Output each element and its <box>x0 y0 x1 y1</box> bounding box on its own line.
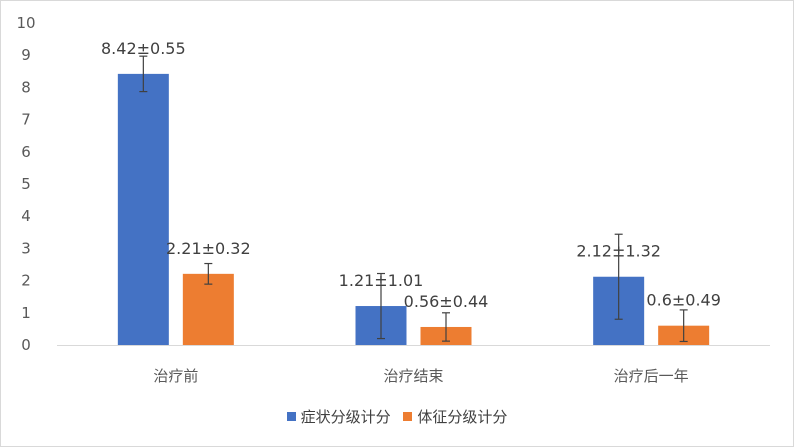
legend-label-series-2: 体征分级计分 <box>417 408 508 426</box>
data-label-s1-c2: 1.21±1.01 <box>339 271 424 290</box>
bar-s1-c1 <box>117 73 169 345</box>
legend-label-series-1: 症状分级计分 <box>300 408 391 426</box>
data-label-s2-c2: 0.56±0.44 <box>404 292 489 311</box>
legend-swatch-series-2 <box>403 412 413 421</box>
error-bars <box>139 55 688 343</box>
legend: 症状分级计分 体征分级计分 <box>0 406 794 427</box>
y-tick-label-7: 7 <box>21 111 31 129</box>
y-tick-label-4: 4 <box>21 207 31 225</box>
data-label-s2-c1: 2.21±0.32 <box>166 239 251 258</box>
legend-item-series-1: 症状分级计分 <box>286 406 391 427</box>
y-tick-label-10: 10 <box>16 14 35 32</box>
y-axis: 0 1 2 3 4 5 6 7 8 9 10 <box>16 14 35 354</box>
x-tick-label-2: 治疗后一年 <box>614 367 689 385</box>
data-labels: 8.42±0.55 1.21±1.01 2.12±1.32 2.21±0.32 0.56… <box>101 39 721 311</box>
bar-s2-c1 <box>182 273 234 345</box>
y-tick-label-5: 5 <box>21 175 31 193</box>
data-label-s1-c3: 2.12±1.32 <box>576 242 661 261</box>
x-tick-label-1: 治疗结束 <box>383 367 443 385</box>
legend-swatch-series-1 <box>286 412 296 421</box>
y-tick-label-6: 6 <box>21 143 31 161</box>
data-label-s2-c3: 0.6±0.49 <box>646 291 720 310</box>
y-tick-label-8: 8 <box>21 78 31 96</box>
y-tick-label-3: 3 <box>21 239 31 257</box>
y-tick-label-0: 0 <box>21 336 31 354</box>
x-axis: 治疗前 治疗结束 治疗后一年 <box>153 367 688 385</box>
data-label-s1-c1: 8.42±0.55 <box>101 39 186 58</box>
y-tick-label-1: 1 <box>21 304 31 322</box>
y-tick-label-2: 2 <box>21 272 31 290</box>
x-tick-label-0: 治疗前 <box>153 367 198 385</box>
legend-item-series-2: 体征分级计分 <box>403 406 507 427</box>
y-tick-label-9: 9 <box>21 46 31 64</box>
